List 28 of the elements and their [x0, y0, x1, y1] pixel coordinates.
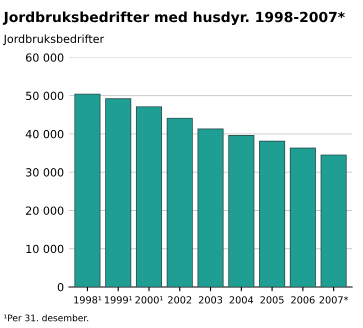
y-tick-label: 30 000	[26, 168, 64, 177]
y-tick-label: 20 000	[26, 206, 64, 215]
bar	[74, 94, 100, 287]
x-tick-label: 1999¹	[104, 296, 132, 304]
y-tick-label: 0	[58, 282, 64, 292]
chart-title: Jordbruksbedrifter med husdyr. 1998-2007*	[2, 11, 345, 26]
x-tick-label: 2000¹	[135, 296, 163, 304]
bar	[166, 118, 193, 287]
bar	[198, 128, 224, 287]
bar	[136, 106, 162, 287]
x-tick-label: 2005	[260, 296, 284, 304]
x-tick-label: 2003	[198, 296, 222, 304]
bar	[259, 140, 286, 287]
x-tick-label: 1998¹	[74, 296, 102, 304]
x-tick-label: 2007*	[320, 296, 348, 304]
bar	[228, 135, 254, 287]
y-tick-label: 50 000	[26, 92, 64, 100]
y-tick-label: 40 000	[26, 130, 64, 138]
bar	[105, 98, 132, 287]
y-tick-label: 60 000	[26, 53, 64, 62]
bar	[290, 148, 316, 287]
x-tick-label: 2004	[230, 296, 254, 304]
x-tick-label: 2006	[291, 296, 315, 304]
y-tick-label: 10 000	[26, 244, 64, 254]
y-axis-title: Jordbruksbedrifter	[3, 34, 104, 46]
text: ¹Per 31. desember.	[4, 314, 88, 322]
bar	[320, 154, 347, 287]
x-tick-label: 2002	[168, 296, 192, 304]
